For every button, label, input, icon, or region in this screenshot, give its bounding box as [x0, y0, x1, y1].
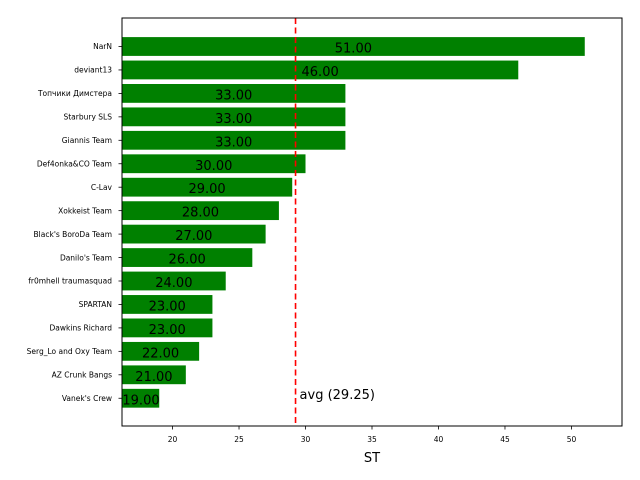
- bar: [122, 224, 266, 244]
- bar-value-label: 51.00: [335, 42, 372, 57]
- x-axis-label: ST: [364, 451, 380, 466]
- bar-value-label: 33.00: [215, 135, 252, 150]
- x-tick-label: 20: [168, 435, 178, 444]
- y-axis-ticks: NarN deviant13 Топчики Димстера Starbury SL…: [27, 42, 122, 403]
- y-tick-label: Starbury SLS: [63, 113, 112, 122]
- y-tick-label: deviant13: [74, 66, 112, 75]
- bar-value-label: 22.00: [142, 346, 179, 361]
- bar: [122, 177, 293, 197]
- bar-value-label: 23.00: [149, 299, 186, 314]
- bar: [122, 84, 346, 103]
- bar-value-label: 30.00: [195, 159, 232, 174]
- y-tick-label: fr0mhell traumasquad: [28, 277, 112, 286]
- bars-group: [122, 37, 585, 408]
- bar-value-label: 23.00: [149, 323, 186, 338]
- value-labels-group: 51.00 46.00 33.00 33.00 33.00 30.00 29.00 28.00…: [122, 42, 372, 409]
- bar: [122, 318, 213, 338]
- y-tick-label: NarN: [93, 42, 112, 51]
- x-tick-label: 45: [500, 435, 510, 444]
- bar-value-label: 24.00: [155, 276, 192, 291]
- x-tick-label: 50: [567, 435, 577, 444]
- y-tick-label: C-Lav: [91, 183, 113, 192]
- bar-value-label: 29.00: [188, 182, 225, 197]
- bar-value-label: 33.00: [215, 88, 252, 103]
- y-tick-label: Топчики Димстера: [37, 89, 112, 98]
- bar: [122, 295, 213, 314]
- bar-value-label: 46.00: [302, 65, 339, 80]
- x-tick-label: 35: [367, 435, 377, 444]
- x-tick-label: 25: [234, 435, 244, 444]
- bar: [122, 154, 306, 174]
- bar-value-label: 33.00: [215, 112, 252, 127]
- bar: [122, 130, 346, 150]
- plot-frame: [121, 17, 623, 427]
- y-tick-label: Def4onka&CO Team: [37, 159, 112, 168]
- x-axis-ticks: 20 25 30 35 40 45 50: [168, 426, 577, 444]
- bar: [122, 60, 519, 80]
- y-tick-label: Xokkeist Team: [58, 206, 112, 215]
- y-tick-label: SPARTAN: [79, 300, 112, 309]
- y-tick-label: AZ Crunk Bangs: [52, 371, 112, 380]
- y-tick-label: Vanek's Crew: [62, 394, 112, 403]
- x-tick-label: 40: [434, 435, 444, 444]
- bar: [122, 107, 346, 127]
- bar: [122, 365, 186, 385]
- bar-value-label: 26.00: [169, 253, 206, 268]
- y-tick-label: Serg_Lo and Oxy Team: [27, 347, 112, 356]
- bar: [122, 37, 585, 56]
- y-tick-label: Black's BoroDa Team: [34, 230, 112, 239]
- bar: [122, 201, 279, 221]
- y-tick-label: Giannis Team: [62, 136, 112, 145]
- bar-value-label: 19.00: [122, 393, 159, 408]
- x-tick-label: 30: [301, 435, 311, 444]
- bar: [122, 248, 253, 267]
- y-tick-label: Danilo's Team: [60, 253, 112, 262]
- average-label: avg (29.25): [300, 388, 375, 403]
- bar: [122, 271, 226, 291]
- bar: [122, 341, 200, 361]
- bar-value-label: 28.00: [182, 206, 219, 221]
- bar-value-label: 21.00: [135, 370, 172, 385]
- bar: [122, 388, 160, 408]
- bar-value-label: 27.00: [175, 229, 212, 244]
- y-tick-label: Dawkins Richard: [50, 324, 113, 333]
